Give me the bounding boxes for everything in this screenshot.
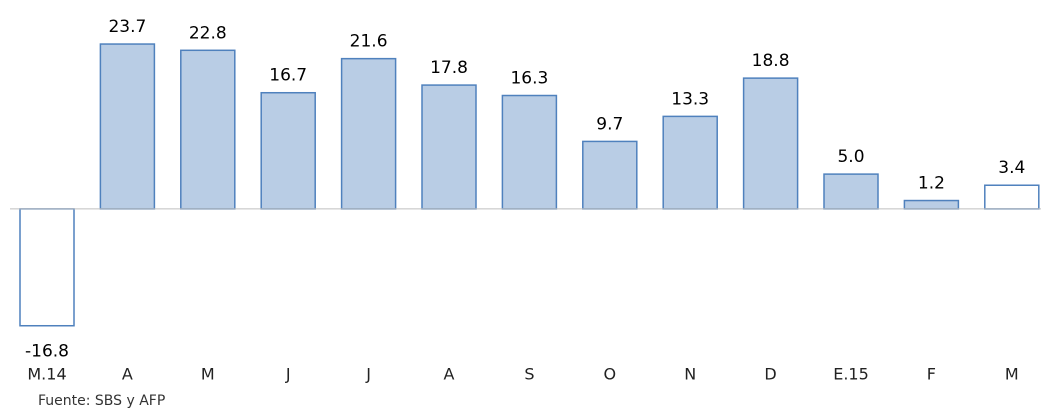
x-tick-label: S <box>524 365 534 384</box>
value-label: 18.8 <box>752 51 790 71</box>
x-tick-label: M.14 <box>27 365 66 384</box>
x-tick-label: J <box>285 365 291 384</box>
bar <box>903 199 960 210</box>
value-label: 1.2 <box>918 174 945 194</box>
value-label: 13.3 <box>671 89 709 109</box>
bar <box>662 115 718 210</box>
x-tick-label: O <box>604 365 617 384</box>
value-label: -16.8 <box>25 342 69 362</box>
bar <box>180 49 236 210</box>
bar <box>742 77 799 210</box>
x-tick-label: D <box>764 365 776 384</box>
value-label: 17.8 <box>430 58 468 78</box>
bar <box>340 57 397 210</box>
bar <box>984 184 1040 210</box>
x-tick-label: M <box>201 365 215 384</box>
x-tick-label: F <box>927 365 936 384</box>
value-label: 23.7 <box>108 17 146 37</box>
value-label: 9.7 <box>596 114 623 134</box>
bar <box>582 140 638 210</box>
x-tick-label: E.15 <box>833 365 869 384</box>
bar <box>421 84 477 210</box>
bar <box>19 208 75 327</box>
bar <box>501 94 558 210</box>
bar <box>823 173 879 210</box>
bar <box>99 43 156 210</box>
value-label: 22.8 <box>189 23 227 43</box>
x-tick-label: M <box>1005 365 1019 384</box>
x-tick-label: A <box>444 365 455 384</box>
value-label: 16.7 <box>269 66 307 86</box>
source-note: Fuente: SBS y AFP <box>38 393 165 409</box>
value-label: 5.0 <box>837 147 864 167</box>
value-label: 21.6 <box>350 32 388 52</box>
x-tick-label: J <box>365 365 371 384</box>
bar <box>260 91 316 210</box>
value-label: 3.4 <box>998 158 1025 178</box>
x-tick-label: A <box>122 365 133 384</box>
x-tick-label: N <box>684 365 696 384</box>
value-label: 16.3 <box>510 69 548 89</box>
